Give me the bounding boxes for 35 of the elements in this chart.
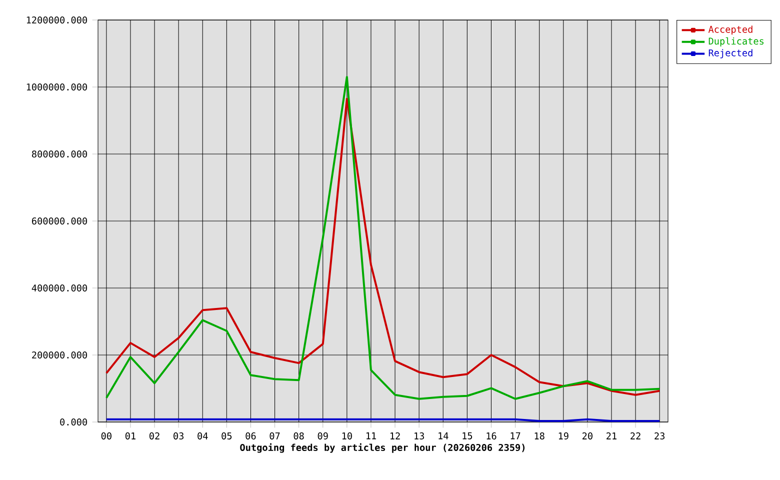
x-tick-label: 12 [390,432,400,440]
y-tick-label: 600000.000 [32,217,87,225]
x-tick-label: 08 [294,432,304,440]
legend-label: Rejected [708,49,752,58]
y-tick-label: 400000.000 [32,284,87,292]
x-tick-label: 06 [246,432,256,440]
x-tick-label: 01 [125,432,136,440]
x-axis-title: Outgoing feeds by articles per hour (20260206 2359) [240,443,525,453]
x-tick-label: 00 [101,432,112,440]
y-tick-label: 0.000 [60,418,88,426]
x-tick-label: 07 [270,432,280,440]
x-tick-label: 18 [534,432,544,440]
x-tick-label: 05 [222,432,232,440]
x-tick-label: 04 [198,432,208,440]
x-tick-label: 17 [510,432,520,440]
x-tick-label: 19 [558,432,568,440]
y-tick-label: 200000.000 [32,351,87,359]
x-tick-label: 09 [318,432,328,440]
x-tick-label: 23 [654,432,665,440]
x-tick-label: 03 [174,432,184,440]
x-tick-label: 22 [630,432,640,440]
x-tick-label: 10 [342,432,352,440]
x-tick-label: 21 [606,432,616,440]
x-tick-label: 16 [486,432,496,440]
x-tick-label: 11 [366,432,376,440]
legend-label: Duplicates [708,37,764,46]
y-tick-label: 800000.000 [32,150,87,158]
x-tick-label: 13 [414,432,424,440]
x-tick-label: 15 [462,432,472,440]
x-tick-label: 20 [582,432,592,440]
legend-label: Accepted [708,26,752,35]
y-tick-label: 1000000.000 [26,83,87,91]
x-tick-label: 02 [150,432,160,440]
y-tick-label: 1200000.000 [26,16,87,24]
x-tick-label: 14 [438,432,448,440]
